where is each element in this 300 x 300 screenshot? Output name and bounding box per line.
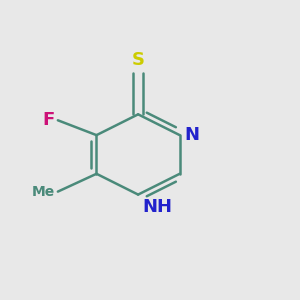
Text: N: N (184, 126, 199, 144)
Text: F: F (43, 111, 55, 129)
Text: Me: Me (32, 184, 55, 199)
Text: NH: NH (142, 198, 172, 216)
Text: S: S (132, 51, 145, 69)
